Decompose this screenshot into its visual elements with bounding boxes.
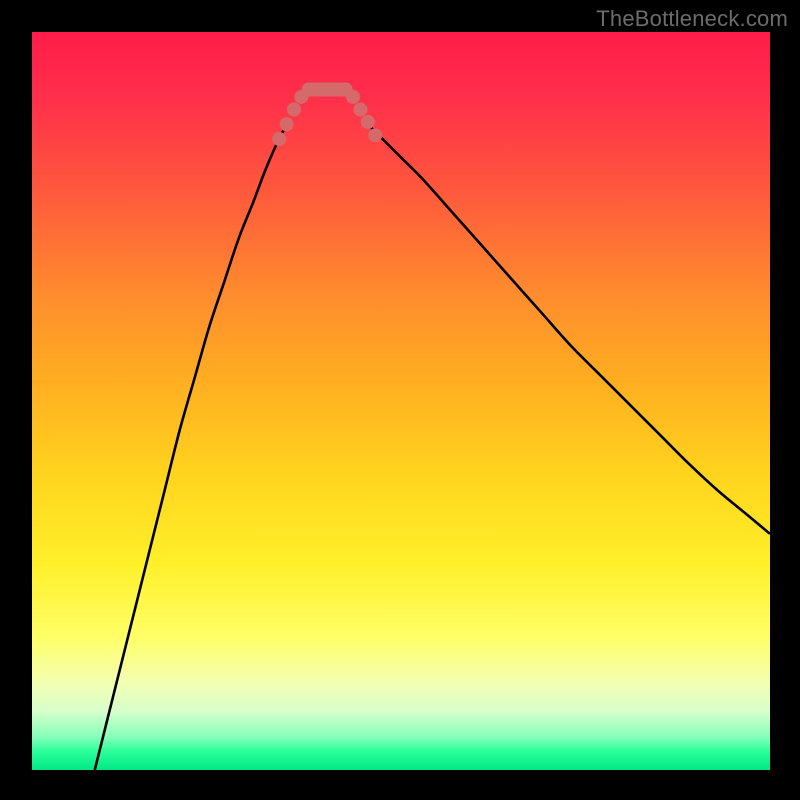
- plot-background: [32, 32, 770, 770]
- chart-canvas: TheBottleneck.com: [0, 0, 800, 800]
- watermark-text: TheBottleneck.com: [596, 6, 788, 32]
